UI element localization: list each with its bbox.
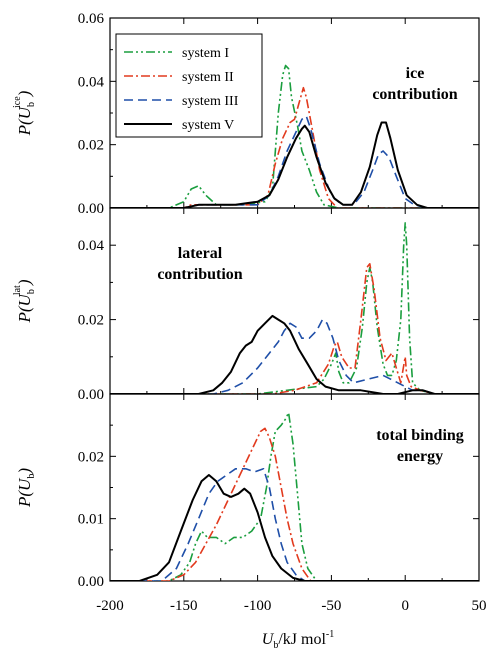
y-axis-label-sub: b <box>26 289 37 294</box>
x-tick-label: 50 <box>472 598 487 614</box>
y-tick-label: 0.02 <box>78 138 104 154</box>
x-axis-label: Ub/kJ mol-1 <box>262 629 334 651</box>
y-tick-label: 0.04 <box>78 238 105 254</box>
y-axis-label-sub: b <box>26 102 37 107</box>
y-tick-label: 0.01 <box>78 512 104 528</box>
x-axis-label-main: U <box>262 631 275 648</box>
panel-annotation: ice <box>406 65 425 82</box>
series-system-iii <box>110 468 479 581</box>
y-tick-label: 0.00 <box>78 201 104 217</box>
legend-label: system II <box>182 70 234 85</box>
y-axis-label-sub: b <box>26 474 37 479</box>
y-axis-label-main: P(U <box>15 477 34 508</box>
y-tick-label: 0.00 <box>78 574 104 590</box>
series-system-v <box>110 314 479 394</box>
x-axis-label-unit: /kJ mol <box>278 631 326 648</box>
y-axis-label-main: P(U <box>15 292 34 323</box>
series-system-iii <box>110 115 479 208</box>
panel-annotation: contribution <box>372 86 457 103</box>
y-axis-label: P(Ub) <box>15 468 37 508</box>
legend-box <box>115 33 263 138</box>
series-system-v <box>110 121 479 208</box>
x-tick-label: -50 <box>321 598 341 614</box>
y-axis-label-sup: lat <box>12 285 23 295</box>
panel-annotation: total binding <box>376 427 464 444</box>
y-tick-label: 0.06 <box>78 11 105 27</box>
series-system-i <box>110 222 479 394</box>
panel-total: 0.00 0.01 0.02 P(Ub) <box>15 393 480 590</box>
y-axis-label-close: ) <box>15 90 34 97</box>
y-axis-label-close: ) <box>15 468 34 475</box>
y-tick-label: 0.02 <box>78 313 104 329</box>
legend-label: system I <box>182 46 229 61</box>
panel-annotation: contribution <box>157 266 242 283</box>
series-system-iii <box>110 318 479 394</box>
panel-frame <box>109 393 480 582</box>
panel-frame <box>109 207 480 395</box>
y-tick-label: 0.04 <box>78 74 105 90</box>
y-axis-label: P(Ublat) <box>12 279 37 323</box>
series-system-ii <box>110 263 479 394</box>
series-system-i <box>110 64 479 208</box>
panel-lateral: 0.00 0.02 0.04 P(Ublat) <box>12 207 480 403</box>
x-tick-label: -100 <box>244 598 272 614</box>
series-system-v <box>110 474 479 581</box>
x-axis-label-exp: -1 <box>326 629 334 640</box>
y-axis-label-sup: ice <box>12 96 23 108</box>
x-axis-label-sub: b <box>273 640 278 651</box>
legend-label: system III <box>182 94 239 109</box>
x-tick-label: -150 <box>170 598 198 614</box>
x-tick-label: 0 <box>401 598 409 614</box>
series-system-ii <box>110 427 479 581</box>
y-tick-label: 0.00 <box>78 387 104 403</box>
y-axis-label: P(Ubice) <box>12 90 37 136</box>
panel-annotation: energy <box>397 448 443 465</box>
x-tick-label: -200 <box>96 598 124 614</box>
legend: system I system II system III system V <box>115 33 263 138</box>
y-axis-label-main: P(U <box>15 105 34 136</box>
y-tick-label: 0.02 <box>78 449 104 465</box>
y-axis-label-close: ) <box>15 279 34 286</box>
legend-label: system V <box>182 118 234 133</box>
panel-ice: 0.000.020.040.06P(Ubice) <box>12 11 480 217</box>
panel-annotation: lateral <box>178 245 223 262</box>
